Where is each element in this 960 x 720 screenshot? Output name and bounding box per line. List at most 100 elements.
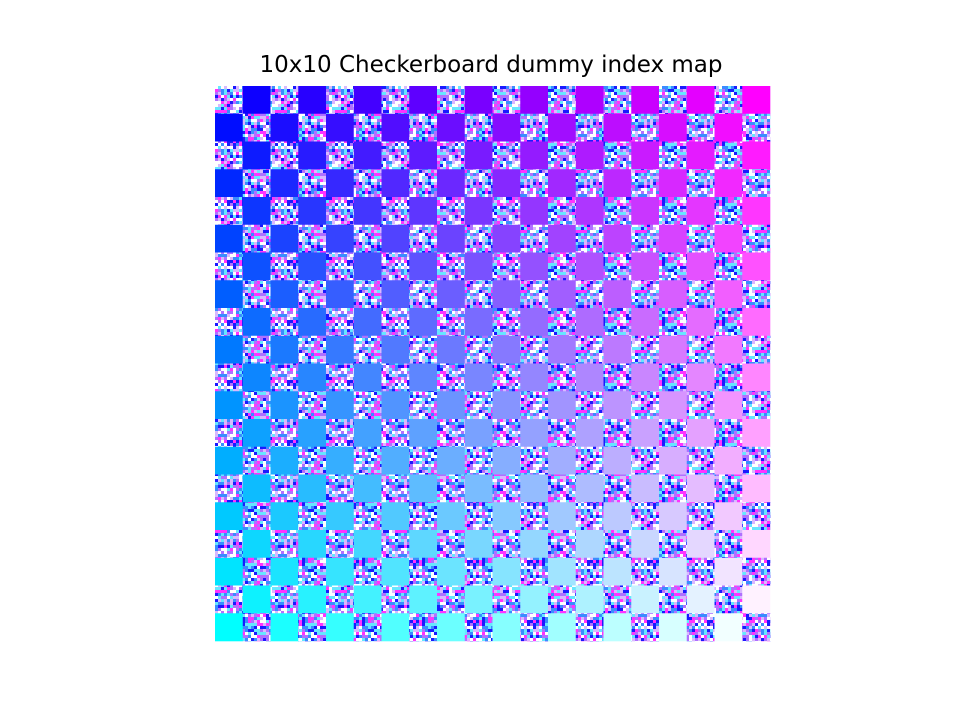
heatmap-cell-solid (381, 613, 410, 642)
heatmap-cell-solid (575, 419, 604, 448)
heatmap-cell-solid (742, 252, 771, 281)
heatmap-cell-solid (409, 141, 438, 170)
heatmap-cell-solid (548, 113, 577, 142)
heatmap-cell-noise (270, 363, 299, 392)
heatmap-cell-solid (353, 308, 382, 337)
heatmap-cell-solid (326, 169, 355, 198)
heatmap-cell-noise (437, 530, 466, 559)
heatmap-cell-solid (631, 308, 660, 337)
heatmap-cell-solid (298, 141, 327, 170)
heatmap-cell-noise (520, 391, 549, 420)
heatmap-cell-noise (353, 557, 382, 586)
heatmap-cell-solid (464, 86, 493, 115)
heatmap-cell-solid (603, 446, 632, 475)
heatmap-cell-noise (242, 335, 271, 364)
heatmap-cell-solid (409, 419, 438, 448)
heatmap-cell-solid (353, 585, 382, 614)
heatmap-cell-noise (353, 280, 382, 309)
heatmap-cell-noise (575, 391, 604, 420)
heatmap-cell-noise (714, 86, 743, 115)
heatmap-cell-solid (520, 419, 549, 448)
heatmap-cell-noise (575, 557, 604, 586)
heatmap-cell-noise (631, 557, 660, 586)
heatmap-cell-solid (603, 502, 632, 531)
heatmap-cell-noise (409, 613, 438, 642)
heatmap-cell-noise (381, 308, 410, 337)
heatmap-cell-noise (548, 363, 577, 392)
heatmap-cell-noise (714, 585, 743, 614)
heatmap-cell-noise (548, 308, 577, 337)
heatmap-cell-solid (659, 502, 688, 531)
heatmap-cell-noise (242, 502, 271, 531)
heatmap-cell-solid (631, 141, 660, 170)
heatmap-cell-solid (242, 252, 271, 281)
heatmap-cell-noise (242, 113, 271, 142)
heatmap-cell-noise (464, 280, 493, 309)
heatmap-cell-noise (686, 224, 715, 253)
heatmap-cell-solid (270, 391, 299, 420)
heatmap-cell-solid (659, 335, 688, 364)
heatmap-cell-solid (659, 613, 688, 642)
heatmap-cell-noise (575, 224, 604, 253)
heatmap-cell-noise (215, 252, 244, 281)
heatmap-cell-solid (575, 585, 604, 614)
heatmap-cell-solid (215, 446, 244, 475)
heatmap-cell-noise (298, 335, 327, 364)
heatmap-cell-solid (353, 197, 382, 226)
heatmap-cell-noise (270, 585, 299, 614)
heatmap-cell-solid (353, 474, 382, 503)
heatmap-cell-noise (631, 169, 660, 198)
heatmap-cell-noise (353, 502, 382, 531)
heatmap-cell-noise (575, 613, 604, 642)
heatmap-cell-solid (242, 530, 271, 559)
heatmap-cell-noise (631, 613, 660, 642)
heatmap-cell-noise (686, 113, 715, 142)
heatmap-cell-solid (686, 197, 715, 226)
heatmap-cell-solid (298, 585, 327, 614)
heatmap-cell-noise (686, 613, 715, 642)
heatmap-cell-noise (464, 502, 493, 531)
heatmap-cell-noise (298, 169, 327, 198)
heatmap-cell-solid (742, 363, 771, 392)
heatmap-cell-noise (298, 224, 327, 253)
heatmap-cell-noise (575, 113, 604, 142)
heatmap-cell-solid (326, 557, 355, 586)
heatmap-cell-solid (353, 141, 382, 170)
heatmap-cell-noise (270, 141, 299, 170)
heatmap-cell-noise (686, 446, 715, 475)
heatmap-cell-noise (326, 419, 355, 448)
heatmap-cell-solid (242, 419, 271, 448)
heatmap-cell-noise (714, 363, 743, 392)
heatmap-cell-noise (409, 335, 438, 364)
heatmap-cell-solid (575, 197, 604, 226)
heatmap-cell-noise (714, 474, 743, 503)
heatmap-cell-noise (686, 502, 715, 531)
heatmap-cell-noise (270, 474, 299, 503)
heatmap-cell-noise (242, 224, 271, 253)
heatmap-cell-noise (437, 86, 466, 115)
heatmap-cell-noise (298, 446, 327, 475)
heatmap-cell-solid (520, 474, 549, 503)
heatmap-cell-solid (603, 169, 632, 198)
heatmap-cell-solid (353, 86, 382, 115)
heatmap-cell-solid (270, 502, 299, 531)
heatmap-cell-solid (381, 280, 410, 309)
heatmap-cell-noise (381, 252, 410, 281)
heatmap-cell-solid (353, 252, 382, 281)
heatmap-cell-solid (742, 530, 771, 559)
heatmap-cell-noise (742, 613, 771, 642)
heatmap-cell-noise (575, 446, 604, 475)
heatmap-cell-noise (520, 557, 549, 586)
heatmap-cell-solid (215, 391, 244, 420)
heatmap-cell-solid (548, 224, 577, 253)
heatmap-cell-noise (686, 391, 715, 420)
heatmap-cell-solid (298, 530, 327, 559)
heatmap-cell-solid (464, 474, 493, 503)
heatmap-cell-solid (548, 335, 577, 364)
heatmap-cell-noise (603, 86, 632, 115)
heatmap-cell-solid (437, 113, 466, 142)
heatmap-cell-noise (520, 224, 549, 253)
heatmap-cell-solid (742, 308, 771, 337)
heatmap-cell-solid (520, 86, 549, 115)
